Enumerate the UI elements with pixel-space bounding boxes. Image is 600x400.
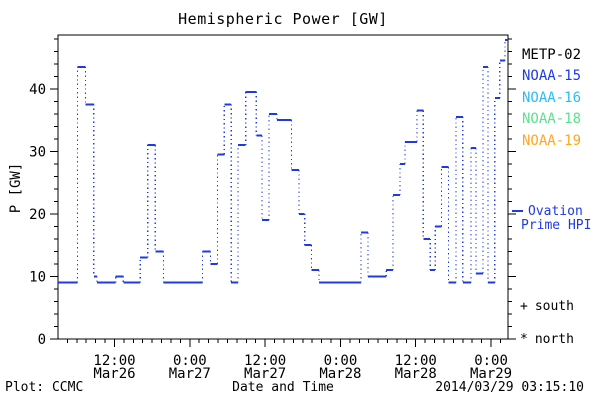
satellite-legend: METP-02 NOAA-15 NOAA-16 NOAA-18 NOAA-19 bbox=[522, 45, 581, 152]
y-axis-label: P [GW] bbox=[8, 162, 24, 214]
x-axis-label: Date and Time bbox=[232, 380, 334, 395]
legend-item-noaa-15: NOAA-15 bbox=[522, 68, 582, 85]
x-tick-date: Mar28 bbox=[319, 366, 361, 382]
y-tick-label: 20 bbox=[29, 207, 46, 223]
x-tick-time: 12:00 bbox=[395, 353, 437, 369]
x-tick-time: 12:00 bbox=[93, 353, 135, 369]
x-tick-time: 0:00 bbox=[324, 353, 358, 369]
x-tick-time: 0:00 bbox=[173, 353, 207, 369]
axis-ticks bbox=[50, 38, 516, 347]
asterisk-marker-icon: * bbox=[520, 332, 528, 347]
x-tick-date: Mar27 bbox=[169, 366, 211, 382]
series-horizontal-steps bbox=[58, 39, 508, 284]
ovation-label-line2: Prime HPI bbox=[521, 218, 592, 233]
timestamp: 2014/03/29 03:15:10 bbox=[435, 380, 584, 395]
ovation-label-line1: Ovation bbox=[528, 204, 583, 219]
x-tick-time: 0:00 bbox=[474, 353, 508, 369]
south-legend: + south bbox=[520, 299, 574, 314]
x-tick-date: Mar26 bbox=[93, 366, 135, 382]
legend-item-noaa-18: NOAA-18 bbox=[522, 111, 582, 128]
series-vertical-steps bbox=[76, 40, 506, 283]
plot-frame bbox=[57, 34, 509, 340]
legend-item-metp-02: METP-02 bbox=[522, 47, 582, 63]
y-tick-label: 0 bbox=[38, 332, 46, 348]
north-legend: * north bbox=[520, 332, 574, 347]
x-tick-date: Mar28 bbox=[395, 366, 437, 382]
y-tick-label: 10 bbox=[29, 269, 46, 285]
x-tick-date: Mar27 bbox=[244, 366, 286, 382]
x-tick-time: 12:00 bbox=[244, 353, 286, 369]
plus-marker-icon: + bbox=[520, 299, 528, 314]
legend-item-noaa-19: NOAA-19 bbox=[522, 132, 582, 149]
legend-item-noaa-16: NOAA-16 bbox=[522, 89, 582, 106]
north-label: north bbox=[534, 332, 574, 347]
line-sample-icon bbox=[512, 210, 523, 212]
plot-title: Hemispheric Power [GW] bbox=[178, 10, 388, 28]
plot-credit: Plot: CCMC bbox=[5, 380, 84, 395]
ovation-legend: Ovation Prime HPI bbox=[512, 205, 591, 233]
x-tick-date: Mar29 bbox=[470, 366, 512, 382]
y-tick-label: 40 bbox=[29, 82, 46, 98]
y-tick-label: 30 bbox=[29, 144, 46, 160]
ovation-line1: Ovation bbox=[512, 205, 591, 219]
south-label: south bbox=[534, 299, 574, 314]
